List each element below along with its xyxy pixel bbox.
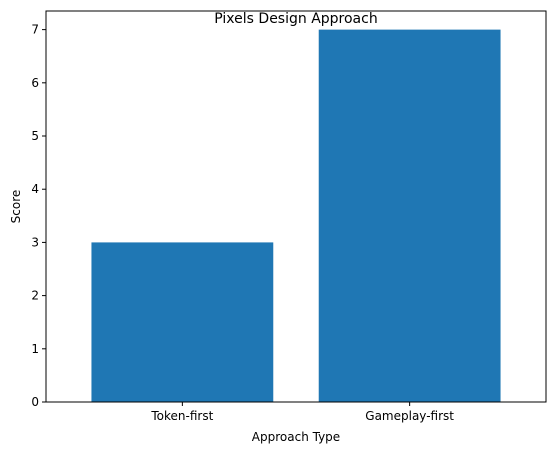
y-tick-label: 4 [31, 182, 39, 196]
x-axis-ticks: Token-first Gameplay-first [150, 402, 454, 423]
y-axis-label: Score [9, 190, 23, 224]
y-tick-label: 2 [31, 289, 39, 303]
plot-frame [45, 10, 547, 403]
y-axis-ticks: 0 1 2 3 4 5 6 7 [31, 23, 46, 409]
x-axis-label: Approach Type [252, 430, 340, 444]
bar-gameplay-first [318, 29, 501, 402]
bar-token-first [91, 242, 274, 402]
y-tick-label: 0 [31, 395, 39, 409]
x-tick-label: Token-first [150, 409, 213, 423]
bars-group [91, 29, 501, 402]
x-tick-label: Gameplay-first [365, 409, 454, 423]
y-tick-label: 3 [31, 235, 39, 249]
y-tick-label: 7 [31, 23, 39, 37]
y-tick-label: 6 [31, 76, 39, 90]
y-tick-label: 5 [31, 129, 39, 143]
chart-title: Pixels Design Approach [214, 11, 377, 27]
y-tick-label: 1 [31, 342, 39, 356]
